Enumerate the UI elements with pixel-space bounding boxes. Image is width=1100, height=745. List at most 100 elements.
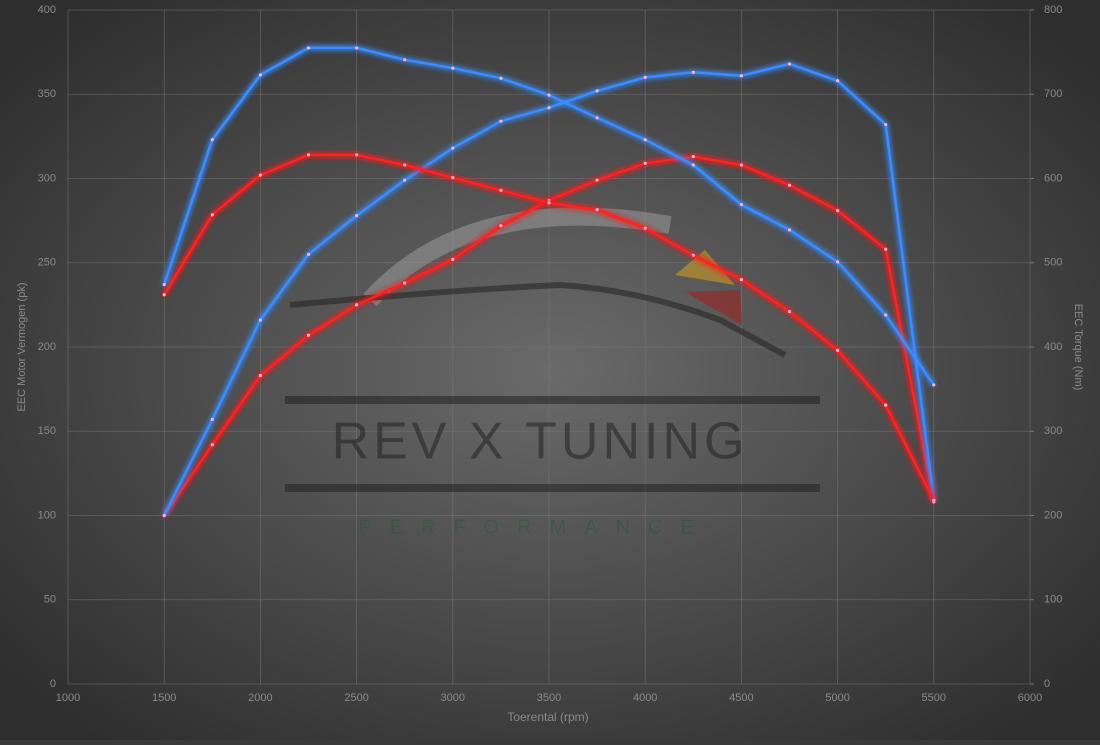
- x-tick-label: 3000: [441, 692, 465, 704]
- grid: [67, 9, 1031, 685]
- data-point: [258, 374, 262, 378]
- data-point: [884, 247, 888, 251]
- data-point: [499, 224, 503, 228]
- data-point: [306, 333, 311, 337]
- data-point: [355, 46, 359, 50]
- data-point: [739, 203, 744, 207]
- data-point: [643, 161, 647, 165]
- data-point: [884, 122, 888, 127]
- data-point: [306, 252, 311, 256]
- data-point: [306, 153, 311, 157]
- y-tick-label: 400: [38, 4, 56, 16]
- data-point: [691, 163, 695, 167]
- data-point: [355, 153, 359, 157]
- data-point: [258, 173, 262, 177]
- data-point: [884, 313, 888, 317]
- y-tick-label: 150: [38, 425, 56, 437]
- x-tick-label: 5500: [922, 692, 946, 704]
- y2-tick-label: 400: [1044, 341, 1062, 353]
- y-tick-label: 300: [38, 172, 56, 184]
- data-point: [932, 498, 936, 502]
- x-axis-title: Toerental (rpm): [507, 710, 588, 724]
- y2-tick-label: 0: [1044, 678, 1050, 690]
- data-point: [739, 163, 744, 167]
- data-point: [836, 260, 840, 264]
- data-point: [306, 46, 311, 50]
- data-point: [499, 188, 503, 192]
- x-tick-label: 2500: [344, 692, 368, 704]
- data-point: [691, 70, 695, 74]
- data-point: [884, 403, 888, 407]
- data-point: [210, 213, 214, 217]
- x-tick-label: 4500: [729, 692, 753, 704]
- data-point: [403, 58, 407, 62]
- x-tick-label: 6000: [1018, 692, 1042, 704]
- data-point: [258, 318, 262, 322]
- data-point: [595, 178, 599, 182]
- data-point: [403, 163, 407, 167]
- y-tick-label: 0: [50, 678, 56, 690]
- data-point: [451, 146, 455, 150]
- y-tick-label: 200: [38, 341, 56, 353]
- data-point: [691, 253, 695, 257]
- data-point: [499, 119, 503, 123]
- y-tick-label: 100: [38, 509, 56, 521]
- data-point: [258, 73, 262, 77]
- data-point: [210, 417, 214, 422]
- y2-tick-label: 800: [1044, 4, 1062, 16]
- data-point: [355, 303, 359, 307]
- data-point: [403, 178, 407, 182]
- data-point: [787, 183, 792, 187]
- data-point: [787, 228, 792, 232]
- data-point: [643, 75, 647, 79]
- data-point: [595, 208, 599, 212]
- data-point: [162, 293, 166, 297]
- y-tick-label: 350: [38, 88, 56, 100]
- data-point: [932, 383, 936, 387]
- y2-tick-label: 300: [1044, 425, 1062, 437]
- y2-tick-label: 200: [1044, 509, 1062, 521]
- y-axis-title: EEC Motor Vermogen (pk): [16, 283, 28, 412]
- x-tick-label: 3500: [537, 692, 561, 704]
- data-point: [836, 79, 840, 83]
- x-tick-label: 4000: [633, 692, 657, 704]
- data-point: [451, 66, 455, 70]
- data-point: [691, 154, 695, 159]
- y2-tick-label: 100: [1044, 594, 1062, 606]
- x-tick-label: 5000: [825, 692, 849, 704]
- y2-tick-label: 700: [1044, 88, 1062, 100]
- data-point: [547, 106, 551, 110]
- data-point: [403, 281, 407, 285]
- data-point: [162, 283, 166, 287]
- y2-tick-label: 500: [1044, 257, 1062, 269]
- data-point: [643, 226, 647, 230]
- data-point: [739, 278, 744, 282]
- data-point: [595, 89, 599, 93]
- data-point: [547, 198, 551, 203]
- data-point: [547, 201, 551, 205]
- y-tick-label: 250: [38, 257, 56, 269]
- data-point: [836, 208, 840, 213]
- x-tick-label: 2000: [248, 692, 272, 704]
- data-point: [643, 138, 647, 142]
- y-tick-label: 50: [44, 594, 56, 606]
- watermark: REV X TUNING: [332, 413, 749, 471]
- watermark-logo: REV X TUNING PERFORMANCE: [285, 207, 820, 538]
- data-point: [499, 76, 503, 80]
- watermark-sub: PERFORMANCE: [358, 516, 712, 538]
- data-point: [210, 138, 214, 142]
- data-point: [451, 257, 455, 261]
- data-point: [547, 93, 551, 97]
- data-point: [595, 116, 599, 120]
- data-point: [836, 348, 840, 352]
- x-tick-label: 1000: [56, 692, 80, 704]
- data-point: [355, 213, 359, 218]
- data-point: [739, 74, 744, 78]
- data-point: [787, 62, 792, 66]
- x-tick-label: 1500: [152, 692, 176, 704]
- y2-tick-label: 600: [1044, 172, 1062, 184]
- data-point: [787, 310, 792, 314]
- data-point: [451, 176, 455, 180]
